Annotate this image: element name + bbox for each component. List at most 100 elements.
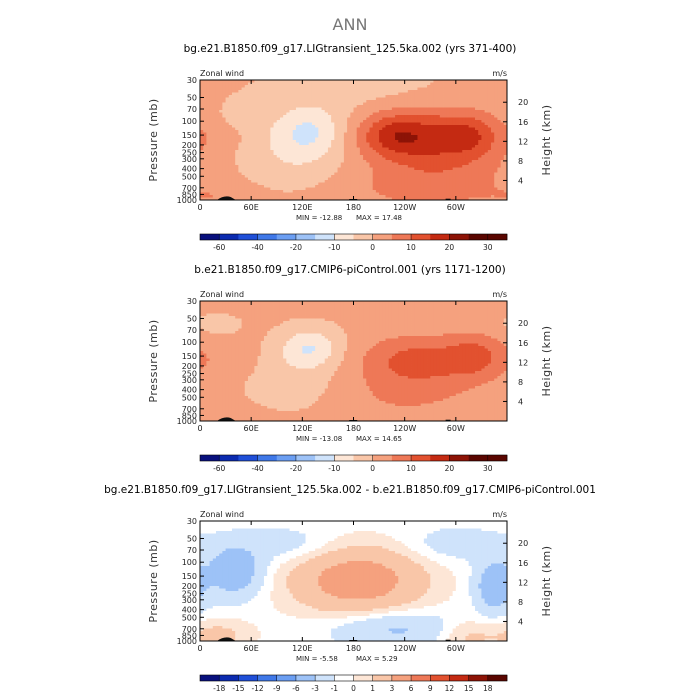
contour-cell: [395, 90, 399, 93]
contour-cell: [219, 90, 223, 93]
contour-cell: [471, 167, 476, 171]
contour-cell: [334, 105, 338, 108]
contour-cell: [398, 117, 402, 121]
contour-cell: [206, 142, 210, 146]
contour-cell: [427, 87, 431, 91]
contour-cell: [455, 90, 460, 93]
contour-cell: [430, 127, 434, 131]
contour-cell: [273, 195, 278, 198]
contour-cell: [331, 122, 335, 126]
contour-cell: [411, 85, 415, 88]
contour-cell: [385, 102, 390, 106]
contour-cell: [267, 115, 271, 118]
contour-cell: [398, 115, 402, 118]
contour-cell: [500, 110, 505, 113]
contour-cell: [238, 306, 242, 309]
contour-cell: [379, 142, 383, 146]
contour-cell: [324, 115, 329, 118]
contour-cell: [484, 180, 489, 183]
contour-cell: [455, 195, 460, 198]
contour-cell: [257, 160, 262, 163]
contour-cell: [398, 85, 402, 88]
contour-cell: [209, 135, 214, 138]
contour-cell: [331, 105, 335, 108]
contour-cell: [311, 135, 316, 138]
contour-cell: [353, 177, 358, 181]
contour-cell: [244, 85, 249, 88]
contour-cell: [244, 87, 249, 91]
contour-cell: [219, 132, 223, 136]
contour-cell: [417, 170, 422, 173]
contour-cell: [401, 147, 406, 151]
contour-cell: [382, 165, 386, 168]
contour-cell: [433, 187, 438, 191]
contour-cell: [404, 90, 409, 93]
contour-cell: [462, 155, 466, 158]
contour-cell: [475, 117, 479, 121]
contour-cell: [446, 301, 450, 304]
contour-cell: [327, 172, 332, 176]
contour-cell: [487, 125, 492, 128]
contour-cell: [494, 155, 498, 158]
contour-cell: [321, 162, 326, 166]
contour-cell: [468, 306, 473, 309]
contour-cell: [443, 147, 447, 151]
contour-cell: [414, 157, 418, 161]
contour-cell: [395, 165, 399, 168]
contour-cell: [231, 155, 236, 158]
contour-cell: [203, 192, 207, 196]
contour-cell: [311, 157, 316, 161]
contour-cell: [231, 170, 236, 173]
contour-cell: [350, 135, 354, 138]
contour-cell: [347, 155, 351, 158]
contour-cell: [276, 170, 281, 173]
contour-cell: [244, 122, 249, 126]
contour-cell: [471, 306, 476, 309]
contour-cell: [388, 175, 393, 178]
contour-cell: [452, 82, 457, 86]
contour-cell: [212, 125, 217, 128]
contour-cell: [500, 177, 505, 181]
contour-cell: [222, 192, 226, 196]
contour-cell: [491, 182, 495, 186]
contour-cell: [331, 170, 335, 173]
contour-cell: [254, 150, 258, 153]
contour-cell: [273, 175, 278, 178]
contour-cell: [270, 132, 274, 136]
contour-cell: [200, 182, 204, 186]
contour-cell: [276, 125, 281, 128]
contour-cell: [494, 165, 498, 168]
contour-cell: [478, 117, 482, 121]
contour-cell: [455, 185, 460, 188]
contour-cell: [356, 92, 361, 96]
contour-cell: [241, 132, 246, 136]
contour-cell: [222, 150, 226, 153]
contour-cell: [273, 145, 278, 148]
contour-cell: [356, 142, 361, 146]
colorbar-swatch: [449, 234, 469, 240]
contour-cell: [401, 82, 406, 86]
contour-cell: [334, 115, 338, 118]
contour-cell: [337, 117, 342, 121]
contour-cell: [494, 167, 498, 171]
contour-cell: [219, 130, 223, 133]
contour-cell: [487, 175, 492, 178]
contour-cell: [286, 110, 290, 113]
contour-cell: [449, 137, 454, 141]
contour-cell: [292, 142, 297, 146]
contour-cell: [209, 85, 214, 88]
contour-cell: [388, 190, 393, 193]
contour-cell: [235, 115, 239, 118]
contour-cell: [311, 197, 316, 201]
contour-cell: [324, 177, 329, 181]
contour-cell: [244, 162, 249, 166]
contour-cell: [244, 301, 249, 304]
contour-cell: [398, 303, 402, 307]
contour-cell: [222, 147, 226, 151]
contour-cell: [200, 162, 204, 166]
contour-cell: [411, 80, 415, 83]
contour-cell: [343, 145, 348, 148]
contour-cell: [295, 115, 300, 118]
contour-cell: [443, 160, 447, 163]
contour-cell: [267, 197, 271, 201]
